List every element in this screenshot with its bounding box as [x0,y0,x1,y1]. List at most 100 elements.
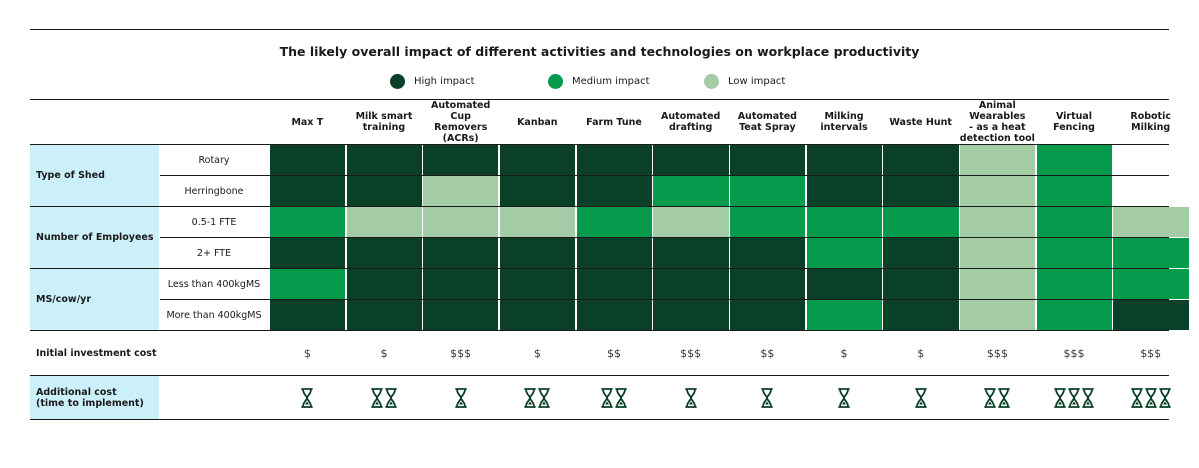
cost-value: $ [840,346,848,360]
heatmap-cell-medium [730,207,806,237]
divider-line [160,268,1169,269]
heatmap-cell-low [960,176,1036,206]
column-header-line: Kanban [517,116,558,128]
column-header-text: Virtual Fencing [1053,111,1095,133]
hourglass-icon [684,387,697,408]
column-header-line: Robotic [1130,111,1171,122]
hourglass-icon [1082,387,1094,408]
row-sublabel: 2+ FTE [196,247,232,259]
hourglass-icon [385,387,397,408]
legend-item: Medium impact [548,73,650,89]
cost-value: $ [303,346,311,360]
heatmap-cell-high [270,300,346,330]
time-to-implement-cell [882,376,959,419]
column-header-text: Milk smart training [356,111,413,133]
column-header-line: Farm Tune [586,116,642,128]
hourglass-icon [998,387,1011,408]
cost-value: $$$ [986,346,1008,360]
heatmap-cell-medium [806,238,882,268]
column-header: Waste Hunt [882,100,959,144]
heatmap-cell-high [576,176,652,206]
heatmap-cell-high [730,269,806,299]
heatmap-cell-low [500,207,576,237]
column-header: Milking intervals [806,100,883,144]
hourglass-icon [1054,387,1066,408]
heatmap-cell-medium [653,176,729,206]
column-header-line: Cup [450,111,471,122]
heatmap-cell-none [1113,176,1189,206]
heatmap-cell-medium [806,207,882,237]
heatmap-cell-high [423,145,499,175]
column-header-text: Farm Tune [586,117,642,128]
heatmap-cell-high [500,176,576,206]
heatmap-cell-high [500,238,576,268]
row-sublabel: Rotary [198,154,230,166]
column-header-text: Automated Teat Spray [738,111,797,133]
hourglass-icon [1068,387,1080,408]
time-to-implement-cell [729,376,806,419]
column-header: Automated drafting [652,100,729,144]
heatmap-cell-high [346,145,422,175]
cost-value: $$$ [450,346,472,360]
row-sublabel: More than 400kgMS [166,309,262,321]
column-header-line: drafting [668,122,713,133]
heatmap-cell-high [500,145,576,175]
heatmap-cell-high [653,238,729,268]
heatmap-cell-medium [806,300,882,330]
heatmap-cell-high [883,300,959,330]
hourglass-icon [371,387,383,408]
heatmap-cell-medium [1036,238,1112,268]
heatmap-cell-low [960,207,1036,237]
cost-value: $ [380,346,388,360]
column-header-line: (ACRs) [442,133,479,144]
chart-title: The likely overall impact of different a… [279,44,920,59]
hourglass-icon [601,387,613,408]
column-header: Animal Wearables - as a heat detection tool [959,100,1036,144]
hourglass-icon [838,387,850,408]
heatmap-cell-high [883,176,959,206]
time-to-implement-cell [576,376,653,419]
heatmap-cell-high [1113,300,1189,330]
initial-cost-label: Initial investment cost [30,331,159,375]
column-header-line: Milking [1131,122,1171,133]
heatmap-cell-low [960,145,1036,175]
heatmap-cell-medium [730,176,806,206]
additional-cost-label-line: Additional cost [36,386,117,398]
cost-value: $$$ [1140,346,1162,360]
hourglass-icon [1144,387,1157,408]
heatmap-cell-high [346,300,422,330]
legend-item: High impact [390,73,475,89]
column-header-line: Automated [431,100,491,111]
cost-value: $$ [607,346,621,360]
heatmap-cell-low [423,176,499,206]
heatmap-cell-high [730,238,806,268]
heatmap-cell-low [1113,207,1189,237]
heatmap-cell-high [346,176,422,206]
column-header-line: Waste Hunt [889,116,952,128]
divider-line [30,99,1169,100]
heatmap-cell-medium [270,269,346,299]
column-header-line: Automated [737,111,797,122]
column-header-text: Kanban [517,117,558,128]
divider-line [160,206,1169,207]
heatmap-cell-low [960,300,1036,330]
heatmap-cell-high [653,300,729,330]
heatmap-cell-medium [1113,238,1189,268]
column-header-line: - as a heat [969,122,1026,133]
heatmap-cell-high [883,238,959,268]
heatmap-cell-none [1113,145,1189,175]
heatmap-cell-high [346,269,422,299]
heatmap-cell-high [653,269,729,299]
heatmap-cell-high [576,238,652,268]
column-header-line: Wearables [969,111,1026,122]
divider-line [30,375,1169,376]
column-header-line: Milk smart [355,111,413,122]
legend-label: Low impact [728,75,786,87]
time-to-implement-cell [652,376,729,419]
column-header-text: Automated Cup Removers (ACRs) [431,100,490,144]
legend-item: Low impact [704,73,785,89]
heatmap-cell-low [960,269,1036,299]
heatmap-cell-high [653,145,729,175]
column-header-line: Max T [291,116,324,128]
